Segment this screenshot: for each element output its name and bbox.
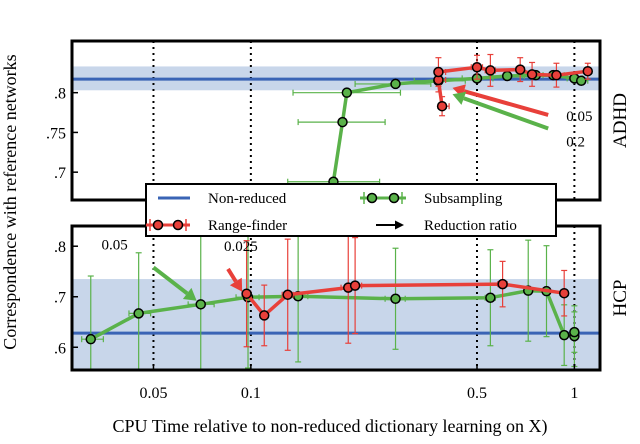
subsampling-point bbox=[558, 329, 570, 341]
range-finder-point bbox=[551, 69, 562, 81]
x-axis: 0.05 0.1 0.5 1 bbox=[139, 364, 578, 402]
panel-label: HCP bbox=[610, 280, 631, 317]
x-tick-label: 0.1 bbox=[241, 385, 261, 402]
range-finder-point bbox=[582, 65, 594, 77]
y-tick-label: .7 bbox=[54, 165, 66, 182]
y-tick-label: .8 bbox=[54, 86, 66, 103]
range-finder-point bbox=[282, 289, 293, 300]
range-finder-point bbox=[436, 100, 448, 112]
non-reduced-band bbox=[72, 279, 600, 370]
subsampling-point bbox=[501, 70, 513, 82]
legend: Non-reduced Subsampling Range-finder Red… bbox=[145, 183, 557, 237]
range-finder-point bbox=[349, 280, 361, 291]
subsampling-point bbox=[341, 87, 353, 98]
legend-subsampling-marker bbox=[360, 192, 406, 204]
legend-range-finder-label: Range-finder bbox=[208, 218, 287, 234]
x-axis-title: CPU Time relative to non-reduced diction… bbox=[113, 416, 548, 437]
reduction-ratio-label: 0.05 bbox=[566, 109, 592, 125]
range-finder-point bbox=[433, 66, 444, 78]
legend-subsampling-label: Subsampling bbox=[424, 191, 503, 207]
range-finder-point bbox=[514, 64, 526, 75]
range-finder-point bbox=[526, 69, 538, 80]
range-finder-point bbox=[558, 287, 570, 299]
reduction-ratio-arrow-line bbox=[226, 267, 238, 283]
y-tick-label: .75 bbox=[46, 125, 66, 142]
reduction-ratio-arrowhead bbox=[182, 287, 197, 301]
legend-reduction-ratio-label: Reduction ratio bbox=[424, 218, 517, 234]
y-tick-label: .8 bbox=[54, 239, 66, 256]
panel-label: ADHD bbox=[610, 93, 631, 148]
subsampling-point bbox=[390, 78, 401, 90]
subsampling-point bbox=[85, 333, 97, 345]
subsampling-point bbox=[195, 299, 206, 310]
legend-range-finder-marker bbox=[146, 219, 190, 231]
subsampling-point bbox=[575, 75, 587, 86]
panel-adhd: 0.05 0.2 .7 .75 .8 ADHD bbox=[46, 39, 631, 202]
reduction-ratio-arrow-line bbox=[152, 265, 189, 296]
reduction-ratio-arrow-line bbox=[463, 89, 549, 117]
reduction-ratio-label: 0.2 bbox=[566, 134, 585, 150]
legend-box bbox=[145, 183, 557, 237]
panel-hcp: 0.05 0.025 .6 .7 .8 HCP bbox=[54, 224, 631, 372]
y-tick-label: .7 bbox=[54, 290, 66, 307]
y-tick-label: .6 bbox=[54, 340, 66, 357]
reduction-ratio-arrow-line bbox=[463, 96, 549, 131]
range-finder-point bbox=[485, 65, 496, 76]
range-finder-point bbox=[497, 278, 508, 290]
x-tick-label: 1 bbox=[570, 385, 578, 402]
range-finder-point bbox=[471, 61, 483, 73]
range-finder-point bbox=[258, 310, 270, 321]
plot-area bbox=[72, 226, 600, 370]
reduction-ratio-arrowhead bbox=[452, 91, 467, 105]
legend-reduction-ratio-arrow bbox=[376, 220, 404, 230]
reduction-ratio-arrowhead bbox=[229, 277, 243, 292]
subsampling-point bbox=[133, 308, 144, 319]
y-axis-title: Correspondence with reference networks bbox=[0, 54, 20, 349]
reduction-ratio-label: 0.025 bbox=[224, 239, 258, 255]
plot-area bbox=[72, 41, 600, 200]
subsampling-point bbox=[390, 293, 401, 305]
subsampling-point bbox=[485, 292, 496, 303]
reduction-ratio-label: 0.05 bbox=[101, 237, 127, 253]
range-finder-point bbox=[241, 288, 252, 299]
subsampling-point bbox=[569, 326, 580, 338]
legend-non-reduced-label: Non-reduced bbox=[208, 191, 287, 207]
x-tick-label: 0.5 bbox=[467, 385, 487, 402]
subsampling-point bbox=[337, 116, 348, 128]
x-tick-label: 0.05 bbox=[139, 385, 167, 402]
